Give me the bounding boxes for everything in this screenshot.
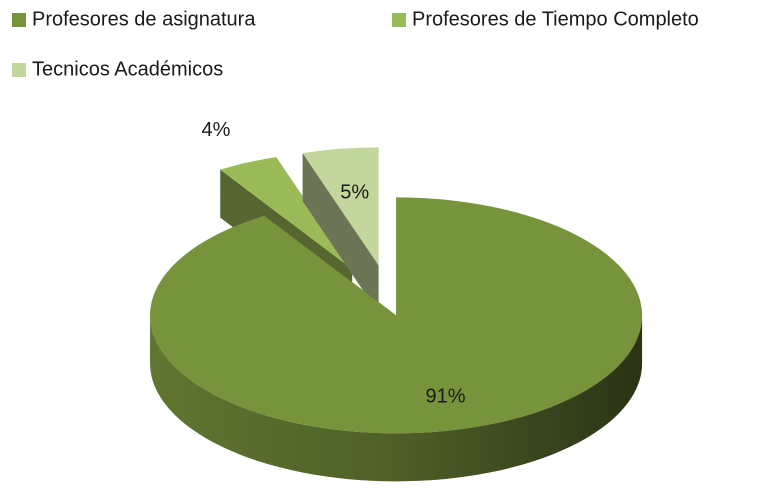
- data-label: 4%: [201, 119, 230, 141]
- legend-label: Tecnicos Académicos: [32, 58, 223, 80]
- slice-top: [302, 147, 379, 266]
- legend-label: Profesores de asignatura: [32, 8, 256, 30]
- legend-label: Profesores de Tiempo Completo: [412, 8, 699, 30]
- slice-top: [150, 197, 643, 434]
- legend-swatch: [12, 63, 26, 77]
- pie-slice: [302, 147, 379, 314]
- pie-slice: [150, 197, 643, 482]
- slice-side-shade: [302, 153, 379, 314]
- slice-top: [220, 157, 353, 270]
- legend-swatch: [392, 13, 406, 27]
- data-label: 5%: [340, 181, 369, 203]
- slice-wall-shade: [150, 315, 643, 482]
- legend-swatch: [12, 13, 26, 27]
- data-label: 91%: [425, 385, 465, 407]
- slice-side: [302, 153, 379, 314]
